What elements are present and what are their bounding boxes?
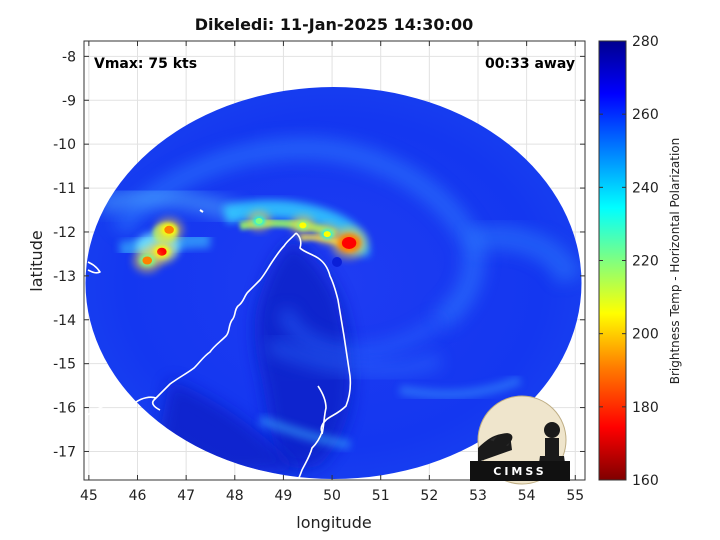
x-tick-label: 52 (420, 488, 438, 504)
colorbar-label: Brightness Temp - Horizontal Polarizatio… (668, 138, 682, 385)
x-tick-labels: 45 46 47 48 49 50 51 52 53 54 55 (80, 488, 584, 504)
vmax-annotation: Vmax: 75 kts (94, 56, 197, 72)
y-tick-label: -16 (53, 401, 76, 417)
colorbar: 280 260 240 220 200 180 160 Brightness Temp - … (598, 34, 682, 489)
y-tick-label: -13 (53, 269, 76, 285)
y-tick-label: -10 (53, 137, 76, 153)
coastline (85, 116, 352, 480)
y-tick-label: -9 (62, 93, 76, 109)
cimss-logo-icon: CIMSS (470, 395, 570, 485)
colorbar-ticks: 280 260 240 220 200 180 160 (599, 34, 659, 489)
x-axis-label: longitude (296, 513, 371, 532)
axes-frame (83, 40, 586, 481)
cold-feature-core (323, 231, 331, 238)
y-tick-label: -8 (62, 49, 76, 65)
axis-ticks (84, 41, 585, 480)
cold-feature-core (142, 256, 153, 265)
y-tick-label: -11 (53, 181, 76, 197)
cold-feature-core (157, 247, 167, 256)
cold-feature-core (299, 222, 307, 229)
colorbar-tick-label: 200 (632, 327, 659, 343)
x-tick-label: 47 (177, 488, 195, 504)
colorbar-gradient (598, 40, 627, 481)
colorbar-tick-label: 280 (632, 34, 659, 50)
storm-eye (332, 257, 342, 267)
x-tick-label: 46 (129, 488, 147, 504)
y-tick-label: -15 (53, 357, 76, 373)
y-tick-label: -12 (53, 225, 76, 241)
chart-title: Dikeledi: 11-Jan-2025 14:30:00 (195, 15, 473, 34)
y-tick-label: -17 (53, 444, 76, 460)
y-axis-label: latitude (27, 230, 46, 291)
cold-feature-core (164, 225, 174, 234)
time-away-annotation: 00:33 away (485, 56, 575, 72)
y-tick-label: -14 (53, 313, 76, 329)
colorbar-tick-label: 160 (632, 473, 659, 489)
cold-feature-core (255, 217, 263, 224)
x-tick-label: 48 (226, 488, 244, 504)
colorbar-tick-label: 220 (632, 254, 659, 270)
x-tick-label: 45 (80, 488, 98, 504)
x-tick-label: 55 (566, 488, 584, 504)
colorbar-tick-label: 240 (632, 180, 659, 196)
x-tick-label: 51 (372, 488, 390, 504)
colorbar-tick-label: 180 (632, 400, 659, 416)
y-tick-labels: -8 -9 -10 -11 -12 -13 -14 -15 -16 -17 (53, 49, 76, 460)
cold-feature-core (341, 236, 357, 249)
logo-text: CIMSS (493, 465, 546, 478)
colorbar-tick-label: 260 (632, 107, 659, 123)
x-tick-label: 50 (323, 488, 341, 504)
x-tick-label: 53 (469, 488, 487, 504)
x-tick-label: 49 (275, 488, 293, 504)
x-tick-label: 54 (518, 488, 536, 504)
